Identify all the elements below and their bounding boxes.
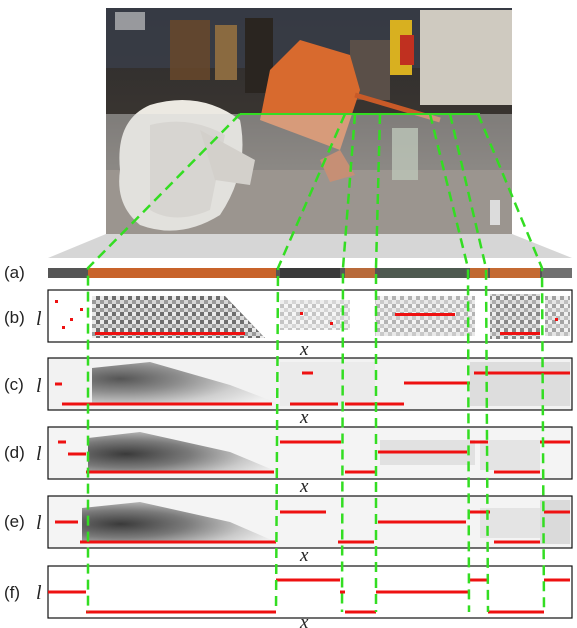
panel-label-d: (d) — [4, 443, 25, 462]
axis-l-f: l — [36, 582, 42, 604]
panel-label-b: (b) — [4, 308, 25, 327]
projection-trapezoid — [48, 234, 572, 258]
panel-label-f: (f) — [4, 583, 20, 602]
panel-e — [47, 495, 573, 549]
panel-a-strip — [48, 268, 572, 278]
panel-b — [47, 289, 573, 343]
panel-label-a: (a) — [4, 263, 25, 282]
guide-lines — [86, 113, 546, 613]
panel-c — [47, 357, 573, 411]
axis-x-e: x — [299, 545, 309, 566]
scene-photo — [106, 8, 512, 234]
axis-x-c: x — [299, 407, 309, 428]
axis-x-b: x — [299, 339, 309, 360]
panel-f — [47, 565, 573, 619]
axis-l-b: l — [36, 308, 42, 330]
axis-l-c: l — [36, 375, 42, 397]
panel-label-c: (c) — [4, 375, 24, 394]
axis-l-e: l — [36, 512, 42, 534]
scanline-band — [106, 114, 512, 234]
panel-d — [47, 426, 573, 480]
axis-x-d: x — [299, 476, 309, 497]
axis-l-d: l — [36, 443, 42, 465]
axis-x-f: x — [299, 612, 309, 628]
panel-label-e: (e) — [4, 512, 25, 531]
